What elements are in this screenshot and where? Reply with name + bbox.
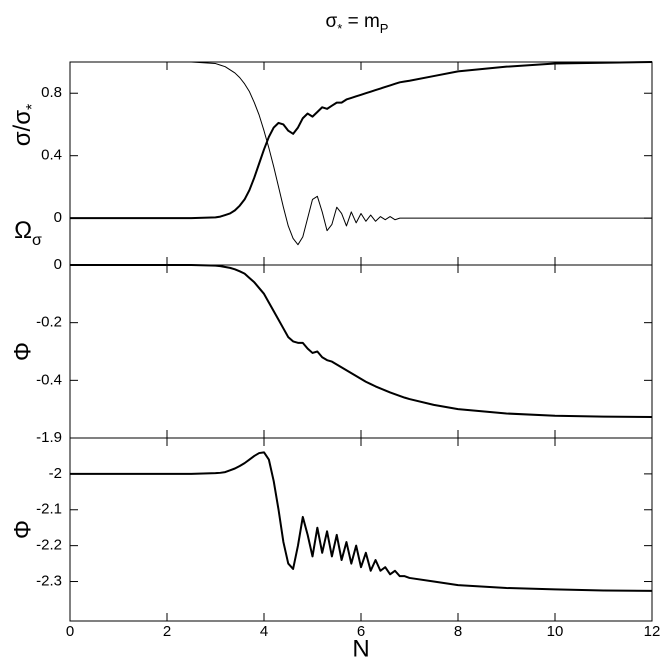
line-series [70,451,653,592]
x-tick-label: 4 [260,623,268,640]
y-tick-label: -1.9 [36,429,62,446]
line-series [70,61,652,246]
plot-frame [69,264,653,439]
y-tick-label: 0.4 [41,147,62,164]
y-axis-label-part: Ω [14,217,32,244]
chart-title-part: σ [326,11,338,32]
chart-title-part: = m [342,11,379,32]
y-axis-label-part: * [24,104,41,110]
x-tick-label: 10 [547,623,564,640]
chart-title-part: P [380,21,389,36]
y-tick-label: -2.1 [36,501,62,518]
plot-frame [69,61,653,266]
y-tick-label: 0 [54,209,62,226]
plot-frame [69,437,653,622]
y-tick-label: -2.2 [36,537,62,554]
x-tick-label: 12 [644,623,661,640]
y-tick-label: -0.4 [36,371,62,388]
y-tick-label: 0.8 [41,84,62,101]
x-tick-label: 0 [66,623,74,640]
line-series [70,264,653,418]
x-tick-label: 2 [163,623,171,640]
x-axis-label: N [352,635,369,661]
chart-title: σ* = mP [326,11,389,36]
y-axis-label-part: σ [32,232,42,249]
y-tick-label: -2.3 [36,572,62,589]
y-axis-label-part: σ/σ [9,110,36,146]
y-tick-label: -0.2 [36,314,62,331]
line-series [70,61,653,220]
y-axis-label: σ/σ* [9,104,40,147]
y-tick-label: 0 [54,256,62,273]
y-axis-label: Φ [9,520,36,539]
y-axis-label: Φ [9,342,36,361]
x-tick-label: 6 [357,623,365,640]
y-tick-label: -2 [49,465,62,482]
y-axis-label: Ωσ [14,217,42,248]
x-tick-label: 8 [454,623,462,640]
chart-title-part: * [337,21,342,36]
